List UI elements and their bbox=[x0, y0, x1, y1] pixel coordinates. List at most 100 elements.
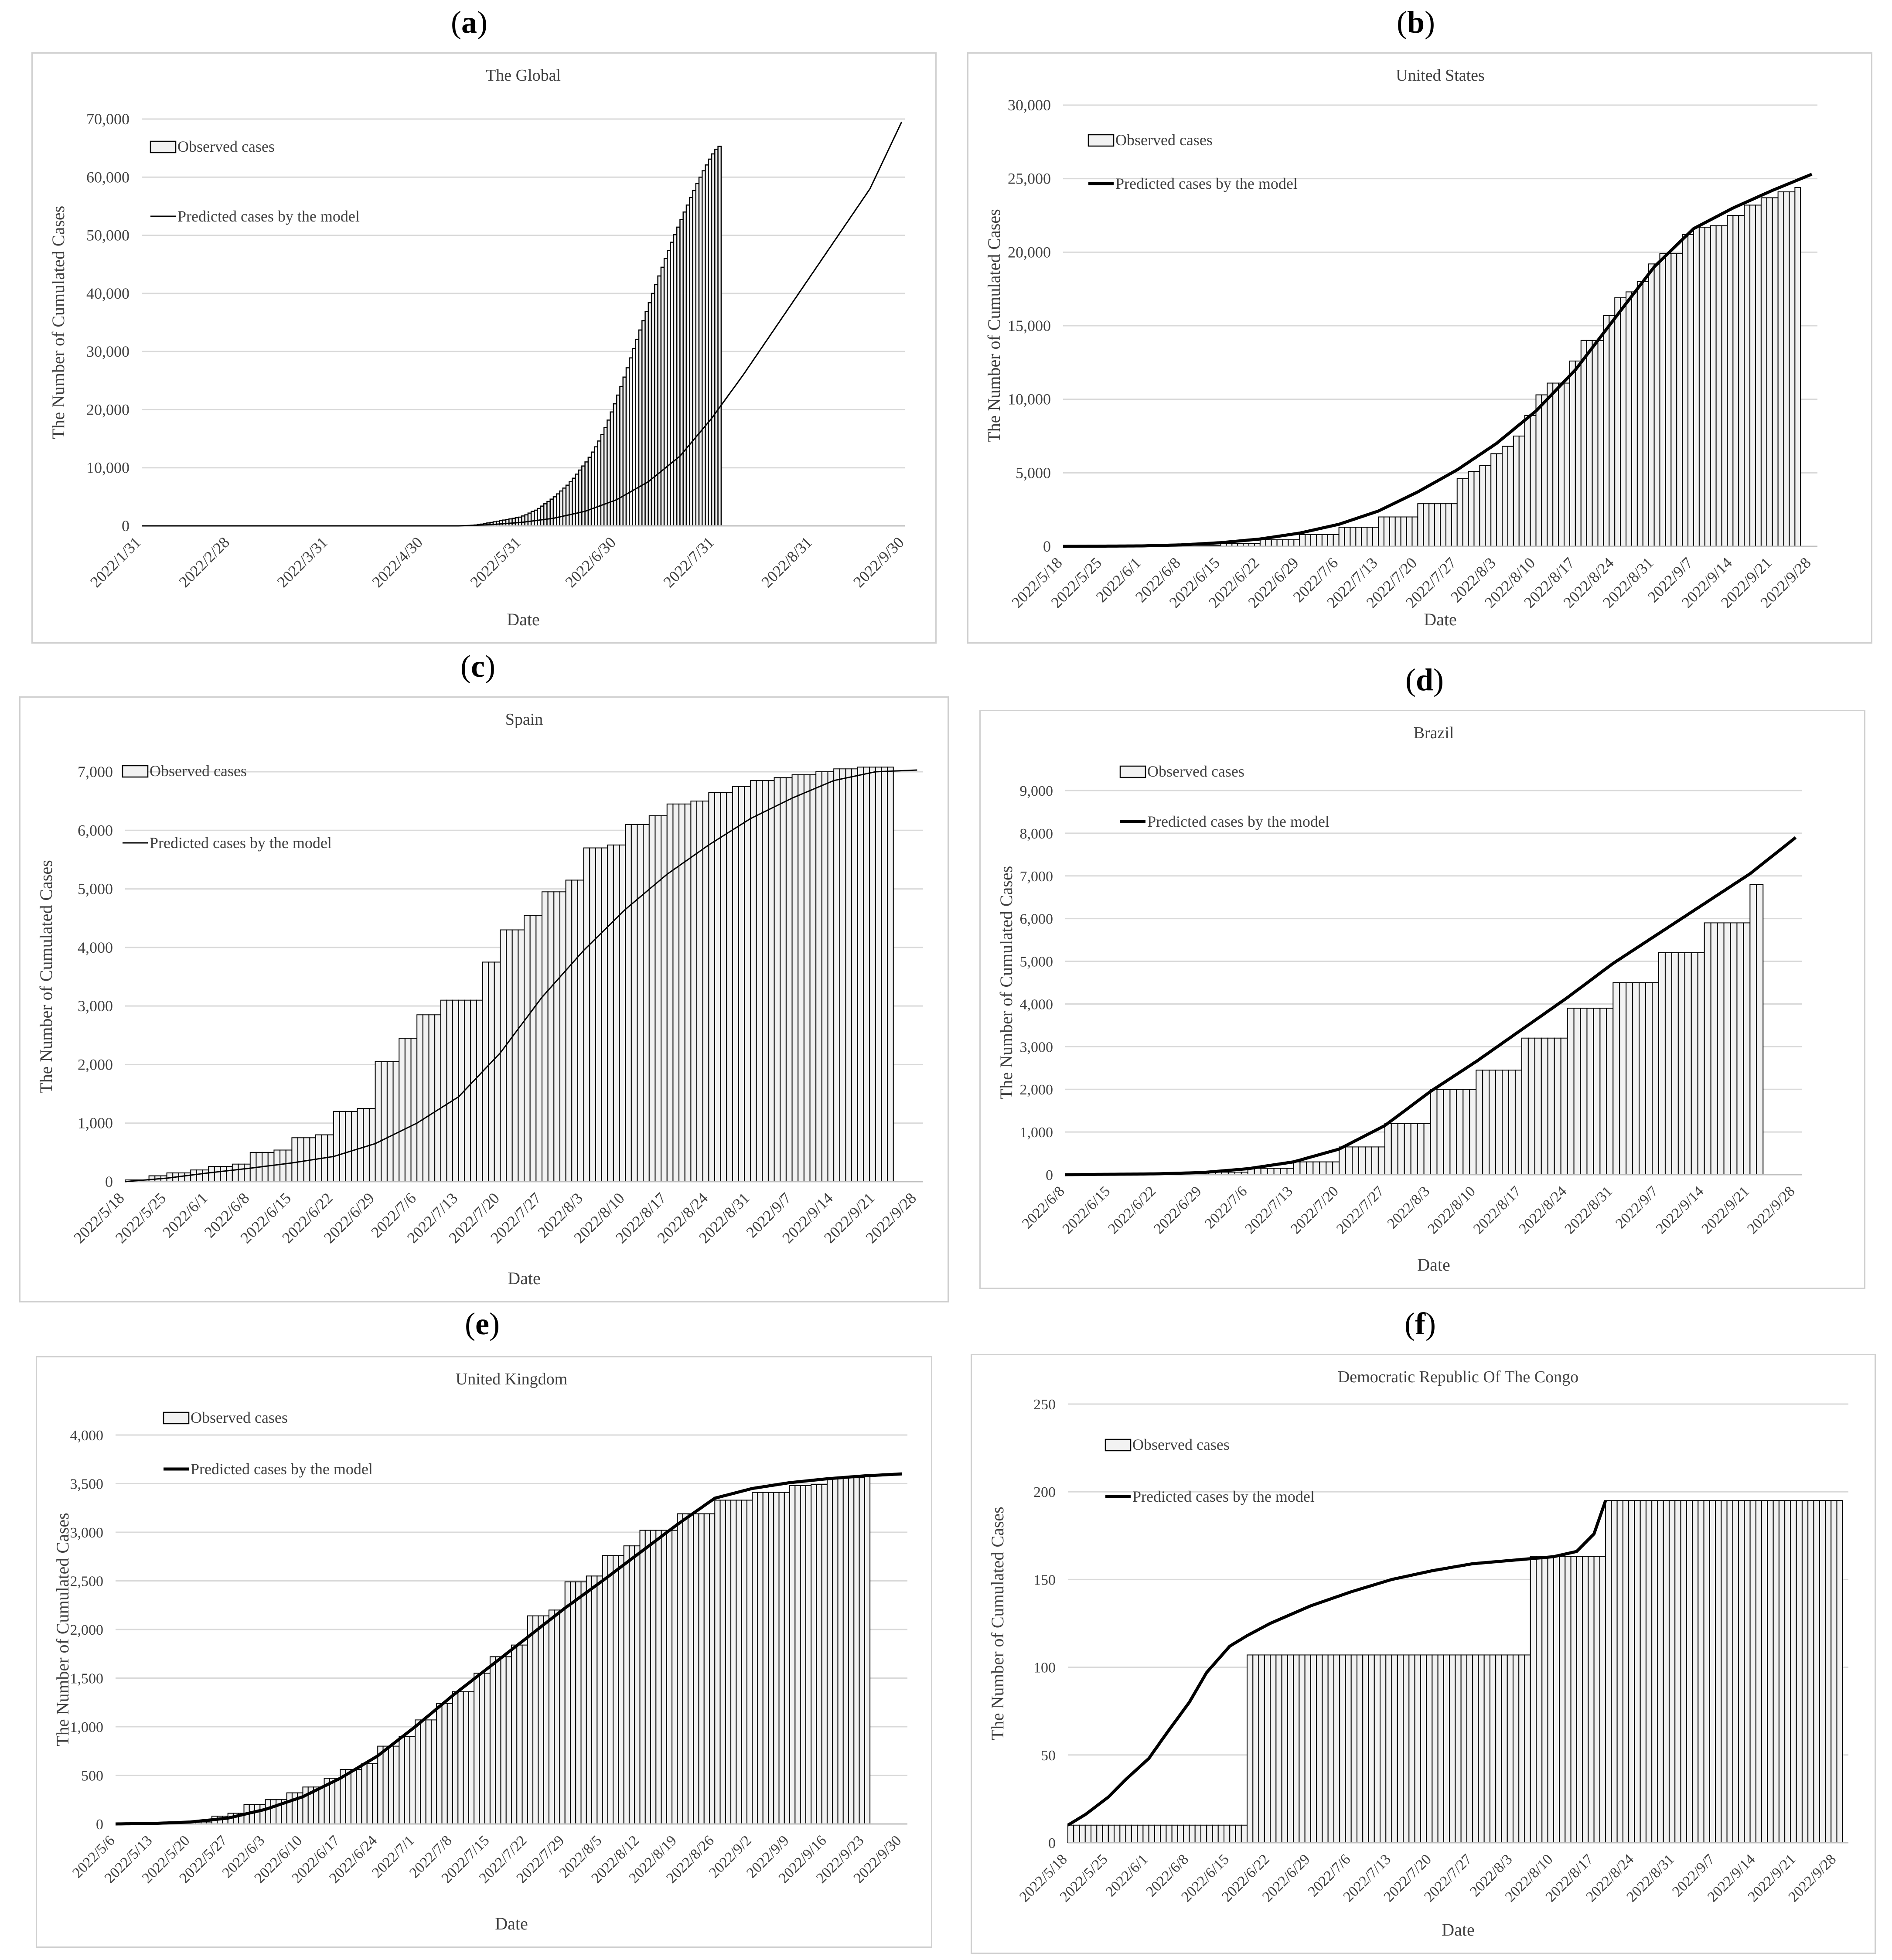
observed-bar bbox=[280, 1149, 286, 1182]
observed-bar bbox=[708, 792, 716, 1182]
observed-bar bbox=[474, 1673, 480, 1824]
y-tick-label: 1,000 bbox=[78, 1115, 113, 1132]
observed-bar bbox=[1073, 1824, 1080, 1844]
observed-bar bbox=[1281, 1654, 1288, 1843]
observed-bar bbox=[1434, 503, 1441, 547]
observed-bar bbox=[489, 1656, 496, 1824]
chart-title: Democratic Republic Of The Congo bbox=[1338, 1368, 1578, 1386]
observed-bar bbox=[736, 1500, 742, 1825]
observed-bar bbox=[532, 1615, 539, 1825]
x-tick-label: 2022/7/20 bbox=[1288, 1183, 1342, 1237]
observed-bar bbox=[1131, 1824, 1138, 1844]
observed-bar bbox=[1406, 516, 1413, 547]
observed-bar bbox=[1436, 1089, 1444, 1175]
observed-bar bbox=[1631, 291, 1638, 547]
observed-bar bbox=[696, 801, 703, 1182]
y-tick-label: 3,000 bbox=[70, 1525, 104, 1541]
observed-bar bbox=[827, 771, 835, 1182]
observed-bar bbox=[1114, 1824, 1121, 1844]
observed-bar bbox=[565, 879, 573, 1182]
observed-bar bbox=[1368, 1654, 1375, 1843]
observed-bar bbox=[1664, 952, 1672, 1175]
observed-bar bbox=[1642, 281, 1649, 547]
observed-bar bbox=[541, 891, 549, 1182]
observed-bar bbox=[619, 844, 626, 1183]
predicted-line bbox=[1063, 173, 1813, 548]
observed-bar bbox=[1091, 1824, 1098, 1844]
observed-bar bbox=[857, 767, 864, 1182]
observed-bar bbox=[805, 1485, 812, 1824]
observed-bar bbox=[1723, 922, 1731, 1175]
observed-bar bbox=[1456, 478, 1463, 547]
observed-bar bbox=[597, 1575, 603, 1825]
observed-bar bbox=[1721, 225, 1728, 547]
observed-bar bbox=[434, 1014, 441, 1182]
observed-bar bbox=[1443, 1089, 1451, 1175]
x-axis-title: Date bbox=[1417, 1255, 1450, 1275]
y-axis-title: The Number of Cumulated Cases bbox=[36, 860, 56, 1093]
observed-bar bbox=[1350, 527, 1357, 547]
observed-bar bbox=[1096, 1824, 1103, 1844]
observed-bar bbox=[1709, 1500, 1716, 1843]
y-tick-label: 20,000 bbox=[86, 401, 130, 418]
y-tick-label: 0 bbox=[96, 1817, 103, 1833]
observed-bar bbox=[464, 999, 471, 1182]
x-axis-title: Date bbox=[508, 1268, 541, 1288]
observed-bar bbox=[821, 771, 828, 1182]
legend-observed-label: Observed cases bbox=[1147, 763, 1244, 780]
y-tick-label: 20,000 bbox=[1008, 243, 1051, 261]
observed-bar bbox=[291, 1137, 299, 1182]
observed-bar bbox=[1547, 382, 1554, 547]
observed-bar bbox=[1374, 1654, 1381, 1843]
observed-bar bbox=[420, 1719, 426, 1825]
x-tick-label: 2022/8/10 bbox=[1425, 1183, 1479, 1237]
observed-bar bbox=[1684, 952, 1692, 1175]
chart-panel-united-kingdom: United Kingdom 0 500 1,000 1,500 2,000 2,500 3,… bbox=[36, 1356, 932, 1948]
observed-bar bbox=[887, 767, 894, 1182]
observed-bar bbox=[345, 1769, 351, 1824]
observed-bar bbox=[1560, 1037, 1568, 1175]
panel-label-d: (d) bbox=[1405, 662, 1444, 697]
observed-bar bbox=[1668, 1500, 1676, 1843]
y-tick-label: 70,000 bbox=[86, 110, 130, 128]
y-tick-label: 0 bbox=[1048, 1835, 1056, 1851]
observed-bar bbox=[1553, 1556, 1560, 1843]
observed-bar bbox=[1304, 1654, 1311, 1843]
observed-bar bbox=[1389, 516, 1396, 547]
observed-bar bbox=[1749, 1500, 1756, 1843]
y-tick-label: 0 bbox=[1046, 1167, 1053, 1183]
legend-bar-swatch bbox=[122, 765, 149, 778]
observed-bar bbox=[1570, 1556, 1577, 1843]
observed-bar bbox=[436, 1703, 443, 1824]
observed-bar bbox=[1229, 1824, 1236, 1844]
legend-predicted-label: Predicted cases by the model bbox=[150, 834, 332, 852]
observed-bar bbox=[816, 1484, 822, 1825]
observed-bar bbox=[527, 1615, 534, 1825]
observed-bar bbox=[470, 999, 477, 1182]
observed-bar bbox=[1428, 503, 1435, 547]
observed-bar bbox=[1364, 1146, 1372, 1175]
y-tick-label: 150 bbox=[1033, 1572, 1056, 1588]
observed-bar bbox=[1478, 1654, 1485, 1843]
y-tick-label: 15,000 bbox=[1008, 317, 1051, 334]
observed-bar bbox=[1732, 1500, 1739, 1843]
observed-bar bbox=[357, 1108, 364, 1183]
observed-bar bbox=[672, 803, 680, 1183]
x-tick-label: 2022/6/29 bbox=[1151, 1183, 1205, 1237]
observed-bar bbox=[709, 1513, 716, 1824]
y-axis-title: The Number of Cumulated Cases bbox=[53, 1513, 72, 1746]
legend-observed-label: Observed cases bbox=[177, 138, 275, 155]
observed-bar bbox=[869, 767, 876, 1182]
y-tick-label: 2,000 bbox=[70, 1622, 104, 1638]
observed-bar bbox=[404, 1038, 412, 1182]
panel-label-b: (b) bbox=[1396, 5, 1435, 40]
observed-bar bbox=[1310, 1654, 1317, 1843]
observed-bar bbox=[1674, 1500, 1681, 1843]
observed-bar bbox=[682, 1513, 689, 1824]
observed-bar bbox=[1502, 446, 1508, 547]
observed-bar bbox=[1367, 527, 1374, 547]
observed-bar bbox=[1665, 253, 1672, 547]
observed-bar bbox=[1410, 1123, 1418, 1175]
observed-bar bbox=[1558, 382, 1565, 547]
observed-bar bbox=[1541, 1037, 1548, 1175]
